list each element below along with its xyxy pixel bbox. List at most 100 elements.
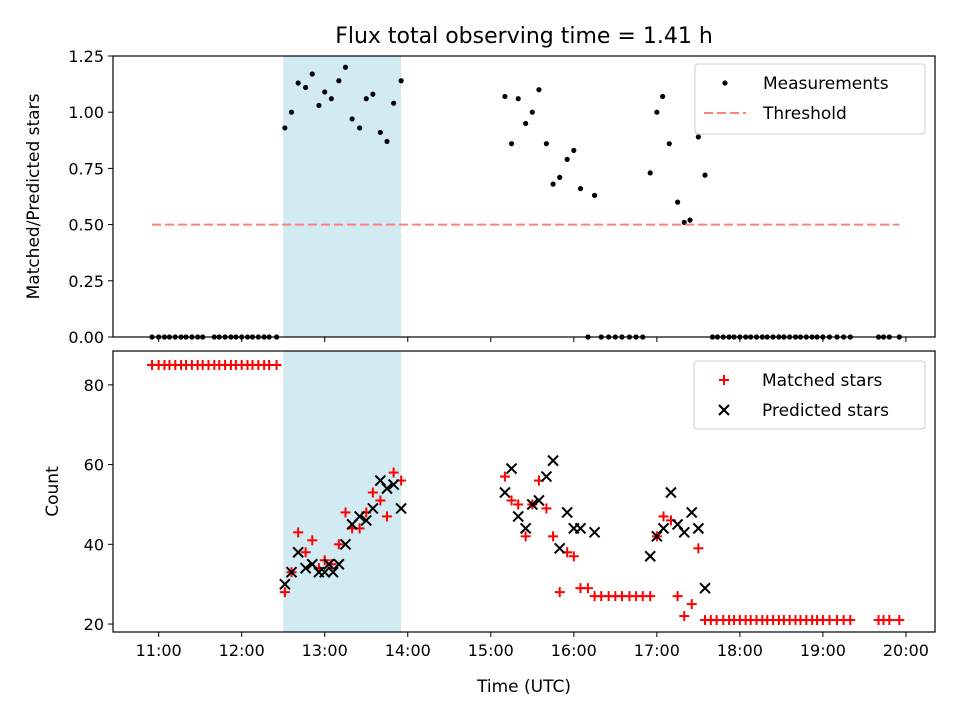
measurement-point: [316, 102, 322, 109]
predicted-star-point: [547, 454, 559, 467]
measurement-point: [564, 156, 570, 163]
measurement-point: [666, 141, 672, 147]
legend: Matched stars Predicted stars: [693, 360, 926, 430]
predicted-star-point: [588, 526, 601, 539]
predicted-star-point: [353, 510, 366, 523]
measurement-point: [384, 138, 390, 145]
y-tick-label: 1.00: [68, 103, 104, 122]
measurement-point: [295, 80, 301, 86]
predicted-star-point: [540, 470, 553, 483]
matched-star-point: [679, 611, 690, 622]
legend-matched-swatch: [719, 375, 729, 385]
matched-star-point: [894, 615, 905, 626]
predicted-star-point: [512, 510, 524, 523]
plot-frame: [112, 350, 936, 633]
predicted-star-point: [665, 486, 677, 499]
measurement-point: [398, 78, 404, 84]
predicted-star-point: [574, 522, 587, 535]
predicted-star-point: [657, 522, 670, 535]
matched-star-point: [271, 359, 282, 370]
x-tick-label: 16:00: [551, 641, 597, 660]
predicted-star-point: [367, 502, 379, 515]
matched-star-point: [388, 467, 399, 478]
predicted-star-point: [395, 502, 407, 515]
matched-star-point: [541, 503, 552, 514]
measurement-point: [660, 93, 666, 100]
measurement-point: [377, 129, 383, 136]
matched-star-point: [548, 531, 559, 542]
predicted-star-point: [285, 566, 298, 578]
matched-star-point: [367, 487, 378, 498]
y-tick-label: 0.25: [68, 272, 104, 291]
measurement-point: [647, 170, 653, 176]
matched-star-point: [506, 495, 517, 506]
matched-star-point: [499, 471, 510, 482]
y-tick-label: 0.00: [68, 328, 104, 347]
predicted-star-point: [327, 566, 339, 578]
ratio-panel: 0.00 0.25 0.50 0.75 1.00 1.25 Matched/Predict…: [24, 47, 936, 347]
y-axis-label: Count: [43, 466, 63, 517]
y-tick-label: 20: [84, 615, 104, 634]
matched-star-point: [884, 615, 895, 626]
legend-label: Measurements: [763, 74, 889, 94]
predicted-star-point: [644, 550, 656, 562]
predicted-star-point: [526, 498, 539, 511]
predicted-star-point: [333, 558, 345, 570]
predicted-star-point: [279, 578, 291, 590]
legend-label: Threshold: [762, 104, 847, 124]
measurement-point: [349, 116, 355, 122]
x-tick-label: 17:00: [634, 641, 680, 660]
y-tick-label: 80: [84, 376, 104, 395]
measurement-point: [523, 120, 529, 127]
measurement-point: [508, 141, 515, 147]
matched-star-point: [520, 531, 531, 542]
matched-star-point: [333, 539, 344, 550]
matched-star-point: [672, 591, 683, 602]
legend-label: Matched stars: [762, 371, 882, 391]
predicted-star-point: [387, 478, 400, 491]
measurement-point: [363, 96, 369, 102]
legend-box: [693, 360, 926, 430]
x-tick-label: 15:00: [468, 641, 514, 660]
y-tick-label: 40: [84, 535, 104, 554]
matched-star-point: [340, 507, 351, 518]
measurement-point: [687, 217, 693, 223]
y-tick-label: 1.25: [68, 47, 104, 66]
predicted-star-point: [292, 546, 304, 558]
measurement-point: [282, 125, 288, 131]
matched-star-point: [279, 587, 290, 598]
y-tick-label: 0.75: [68, 159, 104, 178]
measurement-point: [391, 100, 397, 106]
predicted-star-point: [678, 526, 690, 539]
measurement-point: [309, 71, 315, 77]
matched-star-point: [568, 551, 579, 562]
measurement-point: [654, 109, 660, 115]
predicted-star-point: [360, 514, 372, 527]
matched-star-point: [645, 591, 656, 602]
y-tick-label: 60: [84, 456, 104, 475]
matched-star-point: [554, 587, 565, 598]
measurement-point: [550, 181, 556, 187]
measurement-point: [342, 64, 349, 70]
predicted-star-point: [561, 506, 573, 519]
predicted-star-point: [299, 562, 312, 574]
matched-star-point: [686, 599, 697, 610]
legend-predicted-swatch: [718, 404, 730, 416]
predicted-star-point: [339, 538, 352, 551]
matched-star-point: [658, 511, 669, 522]
observing-window-shade: [283, 351, 402, 632]
chart-title: Flux total observing time = 1.41 h: [335, 24, 713, 49]
legend-label: Predicted stars: [762, 401, 889, 421]
measurement-point: [288, 109, 295, 115]
measurement-point: [502, 93, 508, 100]
predicted-star-point: [323, 558, 335, 570]
matched-star-point: [582, 583, 593, 594]
x-tick-label: 18:00: [717, 641, 763, 660]
measurement-point: [322, 89, 328, 95]
measurement-point: [591, 192, 598, 198]
predicted-star-point: [319, 566, 331, 578]
measurement-point: [675, 199, 681, 205]
measurement-point: [695, 134, 701, 140]
predicted-star-point: [381, 482, 393, 495]
